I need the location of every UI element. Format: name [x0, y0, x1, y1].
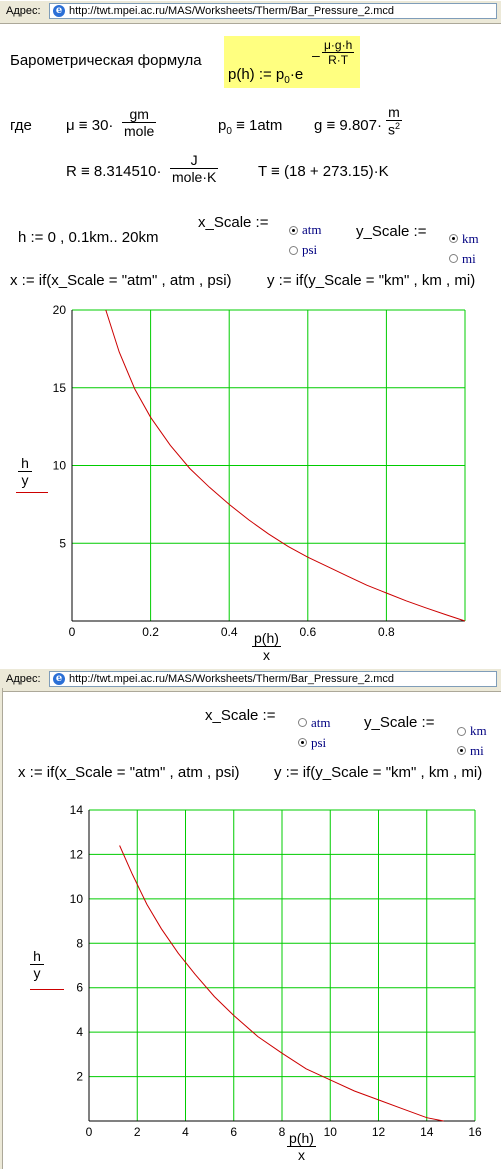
mu-units: gm mole — [122, 106, 157, 139]
section-title: Барометрическая формула — [10, 52, 202, 69]
formula-minus: – — [312, 47, 320, 63]
chart2-x-tick-label: 0 — [86, 1125, 93, 1139]
chart2-x-axis-label: p(h) x — [287, 1130, 316, 1163]
p0-definition: p0 ≡ 1atm — [218, 117, 283, 137]
x-scale-radio-psi[interactable] — [289, 246, 298, 255]
x-unit-definition-second: x := if(x_Scale = "atm" , atm , psi) — [18, 764, 240, 781]
chart2-y-tick-label: 10 — [70, 892, 84, 906]
x-scale-option-psi[interactable]: psi — [302, 242, 318, 257]
y-scale-radio-mi[interactable] — [449, 254, 458, 263]
y-scale-option-mi[interactable]: mi — [462, 251, 476, 266]
y-scale-label-second: y_Scale := — [364, 714, 435, 731]
chart1-pressure-curve — [105, 309, 466, 622]
y-scale-option-km-second[interactable]: km — [470, 723, 487, 738]
chart1-y-tick-label: 15 — [53, 381, 67, 395]
chart2-x-tick-label: 14 — [420, 1125, 434, 1139]
chart2-x-tick-label: 4 — [182, 1125, 189, 1139]
formula-exponent: μ·g·h R·T — [322, 38, 355, 67]
R-units: J mole·K — [170, 152, 219, 185]
y-scale-option-mi-second[interactable]: mi — [470, 743, 484, 758]
g-definition: g ≡ 9.807· — [314, 117, 382, 134]
window-left-border — [0, 688, 3, 1169]
chart1-legend-trace — [16, 492, 48, 493]
url-text: http://twt.mpei.ac.ru/MAS/Worksheets/The… — [69, 5, 395, 17]
chart2-y-axis-label: h y — [30, 948, 44, 981]
g-units: m s2 — [386, 104, 403, 138]
y-unit-definition-second: y := if(y_Scale = "km" , km , mi) — [274, 764, 483, 781]
chart2-x-tick-label: 8 — [279, 1125, 286, 1139]
chart2-y-tick-label: 12 — [70, 847, 84, 861]
chart1-x-tick-label: 0.8 — [378, 625, 395, 639]
chart1-y-axis-label: h y — [18, 455, 32, 488]
chart1-x-tick-label: 0 — [69, 625, 76, 639]
chart2-y-tick-label: 8 — [76, 936, 83, 950]
h-range-definition: h := 0 , 0.1km.. 20km — [18, 229, 159, 246]
url-text-second: http://twt.mpei.ac.ru/MAS/Worksheets/The… — [69, 673, 395, 685]
chart2-x-tick-label: 2 — [134, 1125, 141, 1139]
pressure-chart-psi-mi: 0 2 4 6 8 10 12 14 16 2 4 6 8 10 12 14 — [70, 803, 482, 1139]
chart2-x-tick-label: 16 — [468, 1125, 482, 1139]
chart2-y-tick-label: 6 — [76, 981, 83, 995]
x-scale-radio-psi-second[interactable] — [298, 738, 307, 747]
y-scale-radio-km[interactable] — [449, 234, 458, 243]
T-definition: T ≡ (18 + 273.15)·K — [258, 163, 389, 180]
browser-page-icon-second: e — [53, 673, 65, 685]
x-scale-option-atm[interactable]: atm — [302, 222, 322, 237]
x-scale-label-second: x_Scale := — [205, 707, 276, 724]
chart1-y-tick-label: 10 — [53, 459, 67, 473]
chart2-y-tick-label: 2 — [76, 1070, 83, 1084]
y-scale-label: y_Scale := — [356, 223, 427, 240]
where-label: где — [10, 117, 32, 134]
browser-page-icon: e — [53, 5, 65, 17]
R-definition: R ≡ 8.314510· — [66, 163, 162, 180]
pressure-chart-atm-km: 0 0.2 0.4 0.6 0.8 5 10 15 20 — [53, 303, 466, 639]
url-field[interactable]: e http://twt.mpei.ac.ru/MAS/Worksheets/T… — [49, 3, 497, 19]
mu-definition: μ ≡ 30· — [66, 117, 114, 134]
chart1-x-tick-label: 0.2 — [142, 625, 159, 639]
chart1-x-axis-label: p(h) x — [252, 630, 281, 663]
x-scale-label: x_Scale := — [198, 214, 269, 231]
chart1-y-tick-label: 20 — [53, 303, 67, 317]
y-unit-definition: y := if(y_Scale = "km" , km , mi) — [267, 272, 476, 289]
address-label-second: Адрес: — [6, 673, 41, 685]
address-bar-second: Адрес: e http://twt.mpei.ac.ru/MAS/Works… — [0, 668, 501, 692]
address-label: Адрес: — [6, 5, 41, 17]
address-bar: Адрес: e http://twt.mpei.ac.ru/MAS/Works… — [0, 0, 501, 24]
chart1-x-tick-label: 0.4 — [221, 625, 238, 639]
url-field-second[interactable]: e http://twt.mpei.ac.ru/MAS/Worksheets/T… — [49, 671, 497, 687]
chart1-x-tick-label: 0.6 — [299, 625, 316, 639]
chart2-y-tick-label: 4 — [76, 1025, 83, 1039]
chart2-pressure-curve — [119, 845, 444, 1122]
chart2-legend-trace — [30, 989, 64, 990]
chart1-y-tick-label: 5 — [59, 536, 66, 550]
chart2-x-tick-label: 12 — [372, 1125, 386, 1139]
y-scale-radio-mi-second[interactable] — [457, 746, 466, 755]
x-scale-radio-atm[interactable] — [289, 226, 298, 235]
y-scale-option-km[interactable]: km — [462, 231, 479, 246]
y-scale-radio-km-second[interactable] — [457, 727, 466, 736]
x-unit-definition: x := if(x_Scale = "atm" , atm , psi) — [10, 272, 232, 289]
formula-lhs: p(h) := p0·e — [228, 66, 304, 86]
formula-highlight — [224, 36, 360, 88]
chart2-x-tick-label: 10 — [324, 1125, 338, 1139]
x-scale-option-atm-second[interactable]: atm — [311, 715, 331, 730]
x-scale-radio-atm-second[interactable] — [298, 718, 307, 727]
chart2-y-tick-label: 14 — [70, 803, 84, 817]
x-scale-option-psi-second[interactable]: psi — [311, 735, 327, 750]
chart2-x-tick-label: 6 — [230, 1125, 237, 1139]
